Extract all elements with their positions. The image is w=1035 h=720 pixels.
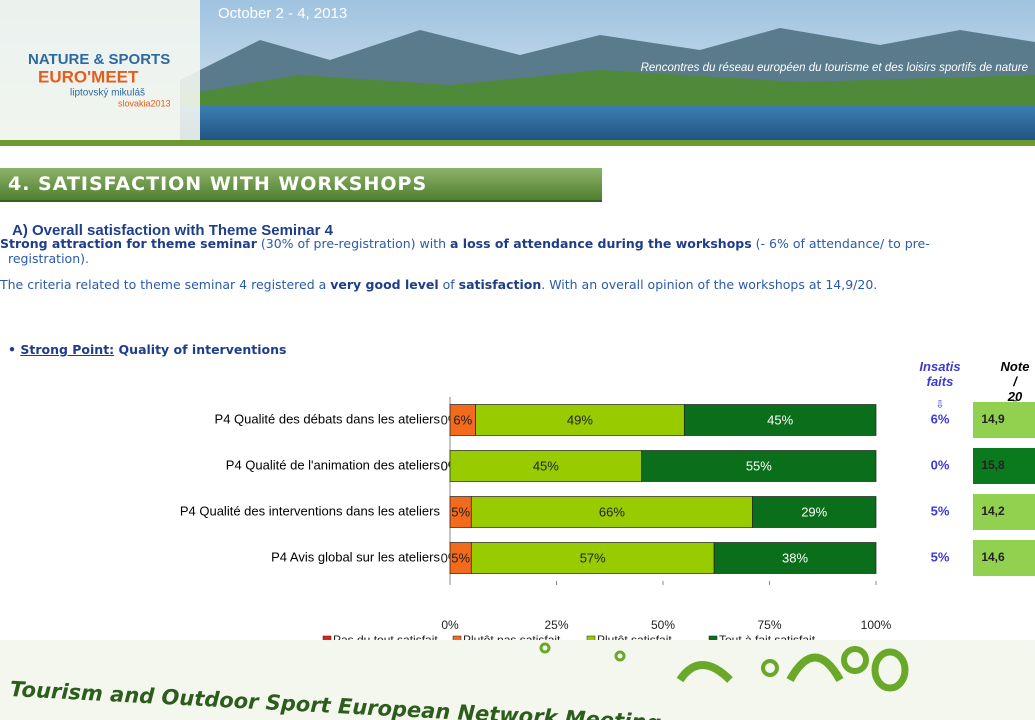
- header-word: Insatis: [919, 360, 960, 374]
- run: The criteria related to theme seminar 4 …: [0, 277, 331, 292]
- decor: [676, 661, 733, 683]
- insatis-value: 6%: [931, 411, 950, 426]
- run: of: [438, 277, 459, 292]
- run: (30% of pre-registration) with: [256, 236, 450, 251]
- bar-segment: [641, 450, 877, 482]
- header-arrow: ⇩: [935, 399, 944, 411]
- decor: [871, 648, 909, 692]
- bar-segment: [470, 542, 715, 574]
- logo-text: EURO'MEET: [38, 67, 139, 86]
- decor: [539, 642, 551, 654]
- note-cell: [973, 402, 1035, 438]
- note-value: 14,9: [981, 412, 1005, 426]
- x-tick-label: 25%: [544, 618, 568, 632]
- column-header: Insatis faits: [919, 360, 960, 389]
- insatis-value: 5%: [931, 503, 950, 518]
- data-label: 38%: [782, 550, 808, 565]
- header-word: faits: [927, 374, 954, 389]
- bold-run: Strong attraction for theme seminar: [0, 236, 257, 251]
- tagline: Rencontres du réseau européen du tourism…: [641, 62, 1028, 74]
- data-label: 6%: [453, 412, 472, 427]
- x-tick-label: 0%: [441, 618, 459, 632]
- bold-run: very good level: [330, 277, 439, 292]
- logo-text: slovakia2013: [118, 98, 171, 108]
- run: (- 6% of attendance/ to pre-registration…: [8, 236, 930, 266]
- decor: [614, 650, 626, 662]
- bold-run: a loss of attendance during the workshop…: [450, 236, 752, 251]
- bar-segment: [713, 542, 877, 574]
- header-word: /: [1012, 374, 1018, 389]
- data-label: 55%: [746, 458, 772, 473]
- insatis-value: 0%: [931, 457, 950, 472]
- bullet: • Strong Point: Quality of interventions: [8, 342, 287, 357]
- grass: [0, 140, 1035, 146]
- section-title: 4. SATISFACTION WITH WORKSHOPS: [0, 168, 602, 202]
- x-tick-label: 50%: [651, 618, 675, 632]
- bar-segment: [449, 450, 643, 482]
- hills: [180, 70, 1035, 108]
- bullet-text: Quality of interventions: [114, 342, 287, 357]
- logo-text: NATURE & SPORTS: [28, 51, 170, 68]
- run: . With an overall opinion of the worksho…: [541, 277, 878, 292]
- data-label: 49%: [567, 412, 593, 427]
- subtitle: A) Overall satisfaction with Theme Semin…: [12, 222, 333, 239]
- data-label: 45%: [533, 458, 559, 473]
- lake: [180, 105, 1035, 146]
- header-word: Note: [1001, 360, 1030, 374]
- note-value: 14,6: [981, 550, 1005, 564]
- column-header: Note/20: [1001, 360, 1030, 404]
- note-value: 15,8: [981, 458, 1005, 472]
- footer: Tourism and Outdoor Sport European Netwo…: [0, 640, 1035, 720]
- logo-area: [0, 0, 200, 146]
- bar-segment: [470, 496, 753, 528]
- decor: [786, 653, 844, 683]
- bar-segment: [752, 496, 877, 528]
- data-label: 45%: [767, 412, 793, 427]
- bar-segment: [683, 404, 877, 436]
- banner: October 2 - 4, 2013 NATURE & SPORTS EURO…: [0, 0, 1035, 146]
- category-label: P4 Avis global sur les ateliers: [271, 549, 440, 564]
- header-word: 20: [1007, 389, 1023, 404]
- note-cell: [973, 540, 1035, 576]
- data-label: 66%: [599, 504, 625, 519]
- insatis-value: 5%: [931, 549, 950, 564]
- decor: [841, 646, 869, 674]
- data-label: 5%: [451, 504, 470, 519]
- note-cell: [973, 448, 1035, 484]
- note-cell: [973, 494, 1035, 530]
- date: October 2 - 4, 2013: [218, 5, 347, 22]
- paragraph: Strong attraction for theme seminar (30%…: [0, 236, 998, 266]
- category-label: P4 Qualité de l'animation des ateliers: [226, 457, 441, 472]
- data-label: 5%: [451, 550, 470, 565]
- bar-segment: [475, 404, 685, 436]
- note-value: 14,2: [981, 504, 1005, 518]
- category-label: P4 Qualité des interventions dans les at…: [180, 503, 441, 518]
- x-tick-label: 100%: [861, 618, 892, 632]
- x-tick-label: 75%: [757, 618, 781, 632]
- bold-run: satisfaction: [458, 277, 542, 292]
- decor: [761, 659, 779, 677]
- paragraph: The criteria related to theme seminar 4 …: [0, 277, 998, 292]
- bullet-label: Strong Point:: [20, 342, 115, 357]
- section-title-text: 4. SATISFACTION WITH WORKSHOPS: [8, 173, 428, 195]
- logo-text: liptovský mikuláš: [70, 88, 145, 99]
- data-label: 57%: [580, 550, 606, 565]
- category-label: P4 Qualité des débats dans les ateliers: [215, 411, 441, 426]
- data-label: 29%: [801, 504, 827, 519]
